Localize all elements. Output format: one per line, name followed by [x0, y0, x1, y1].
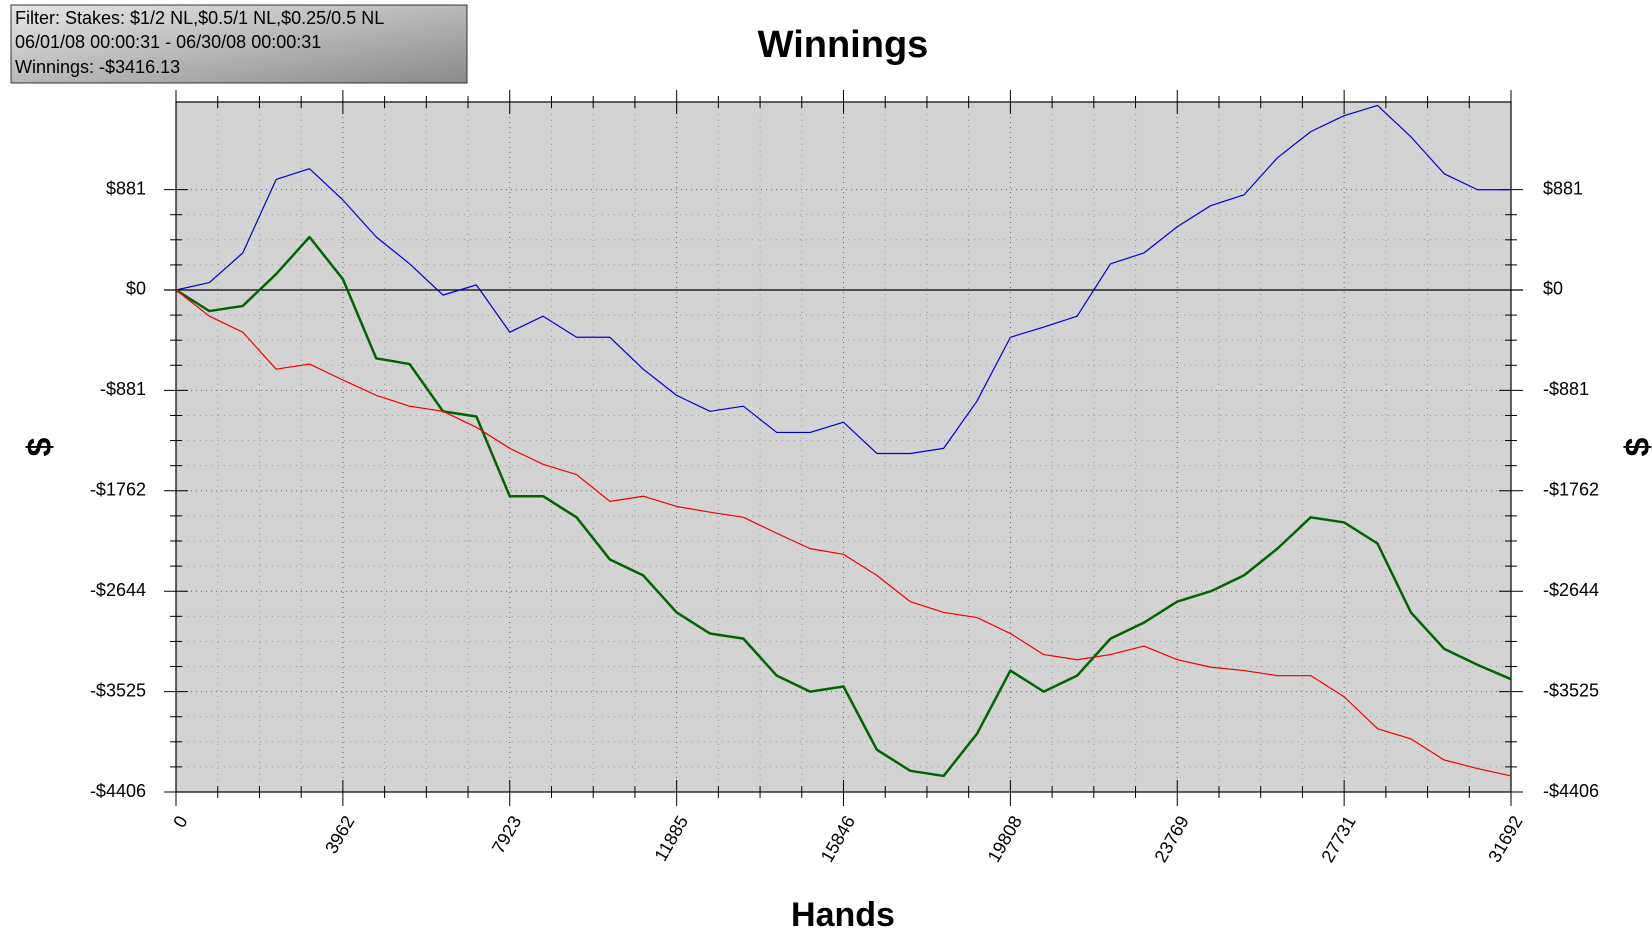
y-tick-label-right: $0: [1543, 279, 1563, 299]
y-tick-label: -$881: [100, 379, 146, 399]
y-axis-label-right: $: [1619, 437, 1652, 456]
info-line: Filter: Stakes: $1/2 NL,$0.5/1 NL,$0.25/…: [15, 8, 384, 28]
y-tick-label: -$1762: [90, 480, 146, 500]
chart-title: Winnings: [758, 24, 929, 66]
info-line: 06/01/08 00:00:31 - 06/30/08 00:00:31: [15, 32, 321, 52]
x-tick-label: 7923: [488, 812, 525, 857]
series-line: [175, 289, 1512, 777]
y-tick-label-right: -$2644: [1543, 580, 1599, 600]
y-tick-label: -$4406: [90, 781, 146, 801]
x-tick-label: 11885: [651, 812, 693, 864]
x-tick-label: 27731: [1317, 812, 1359, 865]
x-tick-label: 3962: [321, 812, 358, 857]
y-tick-label-right: -$1762: [1543, 480, 1599, 500]
y-tick-label: -$2644: [90, 580, 146, 600]
x-tick-label: 19808: [984, 812, 1026, 865]
y-tick-label: $0: [126, 279, 146, 299]
y-axis-label: $: [21, 437, 59, 456]
y-tick-label: -$3525: [90, 680, 146, 700]
info-box: [10, 4, 468, 84]
x-tick-label: 23769: [1150, 812, 1192, 865]
info-line: Winnings: -$3416.13: [15, 57, 180, 77]
y-tick-label-right: -$3525: [1543, 680, 1599, 700]
x-axis-label: Hands: [791, 896, 895, 932]
y-tick-label-right: -$881: [1543, 379, 1589, 399]
x-tick-label: 31692: [1484, 812, 1526, 865]
series-line: [175, 235, 1512, 778]
x-tick-label: 15846: [817, 812, 859, 865]
x-tick-label: 0: [169, 812, 191, 831]
series-line: [175, 104, 1511, 455]
y-tick-label: $881: [106, 178, 146, 198]
plot-frame: [175, 101, 1512, 793]
y-tick-label-right: -$4406: [1543, 781, 1599, 801]
y-tick-label-right: $881: [1543, 178, 1583, 198]
